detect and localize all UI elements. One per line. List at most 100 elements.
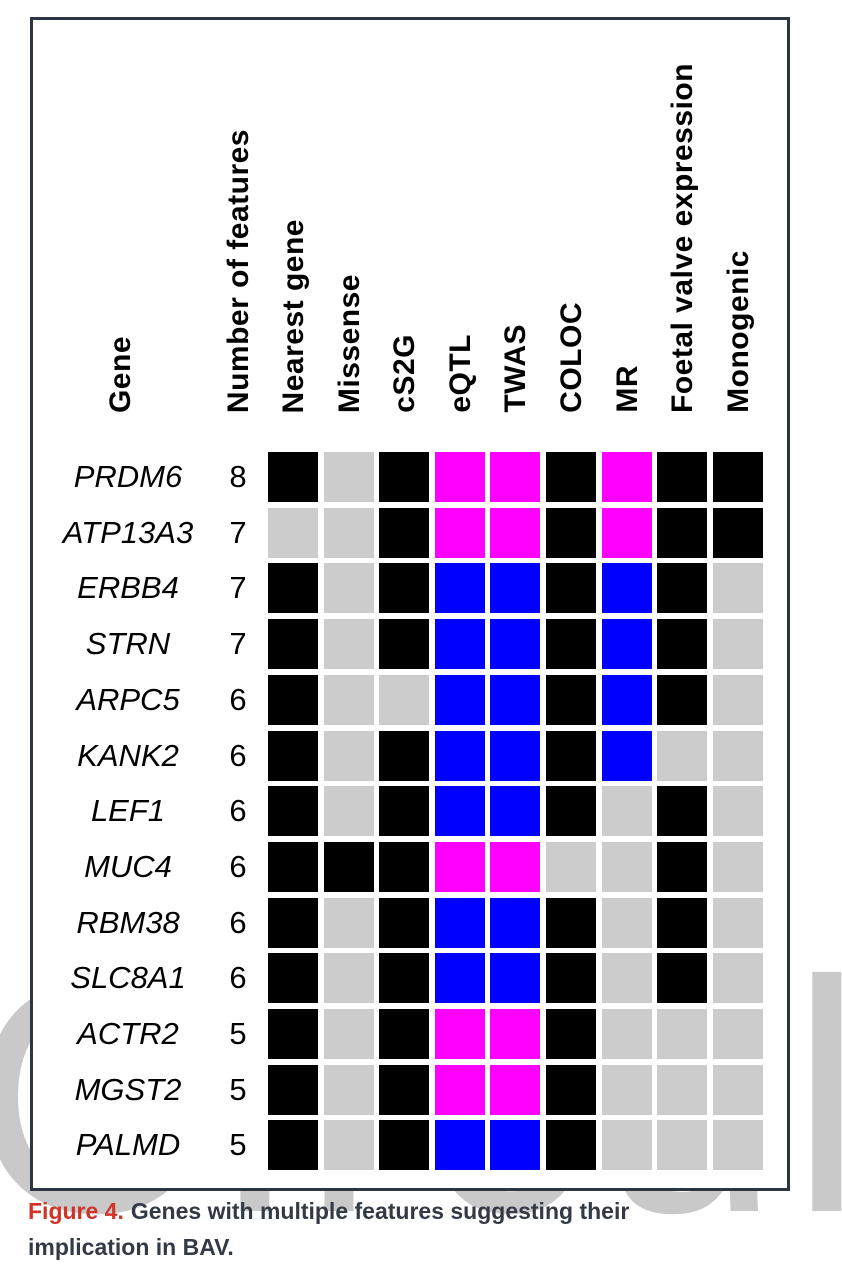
cell-slc8a1-twas (490, 953, 541, 1004)
cell-muc4-twas (490, 841, 541, 892)
caption-text-line1: Genes with multiple features suggesting … (130, 1198, 630, 1224)
cell-palmd-cs2g (379, 1120, 430, 1171)
cell-rbm38-cs2g (379, 897, 430, 948)
cell-mgst2-foetal-valve-expression (657, 1064, 708, 1115)
cell-slc8a1-monogenic (712, 953, 763, 1004)
cell-arpc5-nearest-gene (268, 674, 318, 725)
cell-muc4-monogenic (712, 841, 763, 892)
cell-actr2-foetal-valve-expression (657, 1009, 708, 1059)
cell-muc4-cs2g (379, 841, 430, 892)
cell-kank2-foetal-valve-expression (657, 730, 708, 781)
cell-rbm38-monogenic (712, 897, 763, 948)
cell-strn-mr (601, 619, 652, 670)
cell-lef1-twas (490, 786, 541, 837)
cell-muc4-eqtl (434, 841, 485, 892)
cell-slc8a1-mr (601, 953, 652, 1004)
cell-arpc5-twas (490, 674, 541, 725)
cell-rbm38-eqtl (434, 897, 485, 948)
cell-muc4-mr (601, 841, 652, 892)
feature-count-slc8a1: 6 (229, 960, 247, 996)
cell-muc4-missense (323, 841, 374, 892)
cell-arpc5-mr (601, 674, 652, 725)
feature-count-actr2: 5 (229, 1016, 247, 1051)
cell-erbb4-cs2g (379, 563, 430, 614)
cell-erbb4-mr (601, 563, 652, 614)
figure-panel: Gene Number of features Nearest gene Missen… (30, 17, 790, 1191)
gene-label-prdm6: PRDM6 (73, 459, 183, 494)
cell-rbm38-twas (490, 897, 541, 948)
gene-feature-grid: PRDM6 8 ATP13A3 7 ERBB4 7 STRN 7 ARPC5 6 KANK2 6 LEF… (33, 20, 787, 1188)
cell-atp13a3-nearest-gene (268, 507, 318, 558)
cell-atp13a3-monogenic (712, 507, 763, 558)
caption-text-line2: implication in BAV. (28, 1233, 234, 1260)
cell-rbm38-nearest-gene (268, 897, 318, 948)
cell-prdm6-eqtl (434, 452, 485, 502)
cell-actr2-cs2g (379, 1009, 430, 1059)
gene-label-slc8a1: SLC8A1 (70, 960, 186, 996)
gene-label-muc4: MUC4 (84, 848, 172, 884)
cell-kank2-mr (601, 730, 652, 781)
cell-strn-twas (490, 619, 541, 670)
cell-arpc5-foetal-valve-expression (657, 674, 708, 725)
cell-erbb4-coloc (546, 563, 596, 614)
cell-strn-coloc (546, 619, 596, 670)
cell-kank2-monogenic (712, 730, 763, 781)
cell-prdm6-twas (490, 452, 541, 502)
cell-kank2-coloc (546, 730, 596, 781)
feature-count-strn: 7 (229, 626, 247, 662)
cell-actr2-monogenic (712, 1009, 763, 1059)
gene-label-lef1: LEF1 (90, 793, 166, 829)
figure-caption: Figure 4. Genes with multiple features su… (28, 1194, 688, 1265)
cell-actr2-missense (323, 1009, 374, 1059)
cell-kank2-twas (490, 730, 541, 781)
cell-erbb4-missense (323, 563, 374, 614)
gene-label-kank2: KANK2 (77, 737, 179, 773)
feature-count-lef1: 6 (229, 793, 247, 829)
cell-mgst2-mr (601, 1064, 652, 1115)
cell-mgst2-nearest-gene (268, 1064, 318, 1115)
cell-prdm6-cs2g (379, 452, 430, 502)
feature-count-muc4: 6 (229, 848, 247, 884)
gene-label-palmd: PALMD (75, 1127, 181, 1163)
gene-label-arpc5: ARPC5 (76, 681, 180, 717)
feature-count-erbb4: 7 (229, 570, 247, 606)
cell-lef1-nearest-gene (268, 786, 318, 837)
cell-actr2-coloc (546, 1009, 596, 1059)
cell-mgst2-eqtl (434, 1064, 485, 1115)
gene-label-erbb4: ERBB4 (77, 570, 179, 606)
cell-mgst2-monogenic (712, 1064, 763, 1115)
gene-label-atp13a3: ATP13A3 (62, 514, 194, 550)
cell-lef1-mr (601, 786, 652, 837)
feature-count-rbm38: 6 (229, 904, 247, 940)
cell-kank2-eqtl (434, 730, 485, 781)
cell-kank2-cs2g (379, 730, 430, 781)
cell-erbb4-nearest-gene (268, 563, 318, 614)
cell-slc8a1-cs2g (379, 953, 430, 1004)
cell-actr2-twas (490, 1009, 541, 1059)
gene-label-rbm38: RBM38 (76, 904, 180, 940)
feature-count-kank2: 6 (229, 737, 247, 773)
cell-atp13a3-cs2g (379, 507, 430, 558)
cell-arpc5-cs2g (379, 674, 430, 725)
cell-slc8a1-nearest-gene (268, 953, 318, 1004)
cell-prdm6-monogenic (712, 452, 763, 502)
cell-lef1-eqtl (434, 786, 485, 837)
cell-actr2-mr (601, 1009, 652, 1059)
cell-slc8a1-eqtl (434, 953, 485, 1004)
cell-strn-missense (323, 619, 374, 670)
feature-count-palmd: 5 (229, 1127, 247, 1163)
gene-label-mgst2: MGST2 (74, 1071, 182, 1107)
cell-prdm6-mr (601, 452, 652, 502)
figure-number-label: Figure 4. (28, 1198, 124, 1224)
cell-lef1-foetal-valve-expression (657, 786, 708, 837)
feature-count-atp13a3: 7 (229, 514, 247, 550)
cell-erbb4-foetal-valve-expression (657, 563, 708, 614)
cell-lef1-missense (323, 786, 374, 837)
feature-count-prdm6: 8 (229, 459, 247, 494)
cell-prdm6-coloc (546, 452, 596, 502)
cell-lef1-cs2g (379, 786, 430, 837)
cell-mgst2-coloc (546, 1064, 596, 1115)
cell-palmd-foetal-valve-expression (657, 1120, 708, 1171)
cell-rbm38-foetal-valve-expression (657, 897, 708, 948)
